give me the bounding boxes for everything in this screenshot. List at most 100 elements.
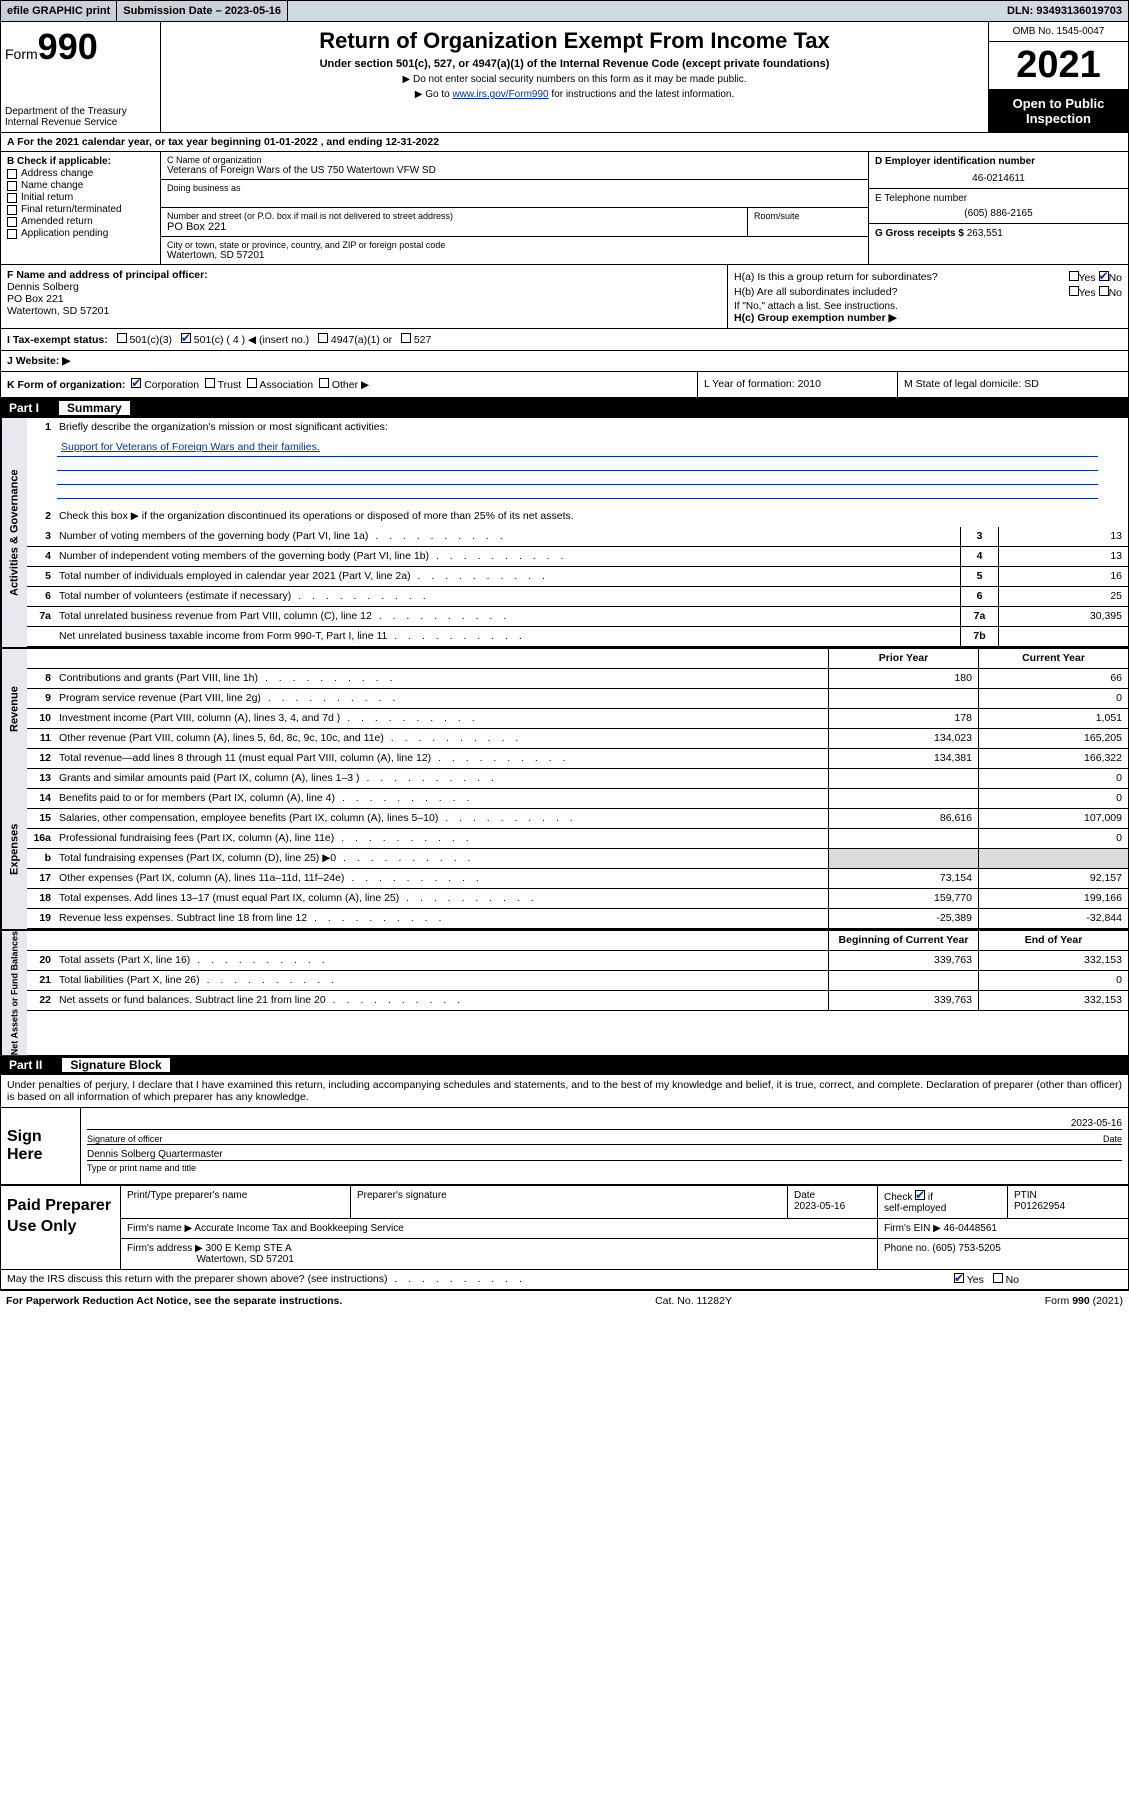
hb-note: If "No," attach a list. See instructions…	[734, 301, 1122, 312]
form-title: Return of Organization Exempt From Incom…	[171, 28, 978, 54]
chk-self-employed[interactable]	[915, 1190, 925, 1200]
room-label: Room/suite	[754, 211, 862, 221]
activities-governance: Activities & Governance 1 Briefly descri…	[1, 418, 1128, 647]
data-row: 19Revenue less expenses. Subtract line 1…	[27, 909, 1128, 929]
chk-app-pending[interactable]	[7, 229, 17, 239]
netassets-section: Net Assets or Fund Balances Beginning of…	[1, 929, 1128, 1055]
gross-label: G Gross receipts $	[875, 228, 964, 239]
street-address: PO Box 221	[167, 221, 741, 233]
topbar: efile GRAPHIC print Submission Date – 20…	[0, 0, 1129, 22]
data-row: 9Program service revenue (Part VIII, lin…	[27, 689, 1128, 709]
summary-row: 5Total number of individuals employed in…	[27, 567, 1128, 587]
chk-527[interactable]	[401, 333, 411, 343]
gross-value: 263,551	[967, 228, 1003, 239]
officer-typed-name: Dennis Solberg Quartermaster	[87, 1149, 223, 1160]
phone-label: E Telephone number	[875, 193, 1122, 204]
irs-link[interactable]: www.irs.gov/Form990	[452, 89, 548, 100]
chk-trust[interactable]	[205, 378, 215, 388]
efile-button[interactable]: efile GRAPHIC print	[1, 1, 117, 21]
chk-discuss-no[interactable]	[993, 1273, 1003, 1283]
side-netassets: Net Assets or Fund Balances	[1, 931, 27, 1055]
chk-final-return[interactable]	[7, 205, 17, 215]
header: Form990 Department of the Treasury Inter…	[1, 22, 1128, 133]
city-state-zip: Watertown, SD 57201	[167, 250, 862, 261]
dba-label: Doing business as	[167, 183, 862, 193]
side-governance: Activities & Governance	[1, 418, 27, 647]
chk-hb-yes[interactable]	[1069, 286, 1079, 296]
col-c: C Name of organization Veterans of Forei…	[161, 152, 868, 264]
data-row: 10Investment income (Part VIII, column (…	[27, 709, 1128, 729]
chk-discuss-yes[interactable]	[954, 1273, 964, 1283]
summary-row: 7aTotal unrelated business revenue from …	[27, 607, 1128, 627]
chk-corp[interactable]	[131, 378, 141, 388]
data-row: 17Other expenses (Part IX, column (A), l…	[27, 869, 1128, 889]
open-inspection: Open to Public Inspection	[989, 90, 1128, 132]
section-f: F Name and address of principal officer:…	[1, 265, 728, 328]
data-row: 13Grants and similar amounts paid (Part …	[27, 769, 1128, 789]
data-row: 12Total revenue—add lines 8 through 11 (…	[27, 749, 1128, 769]
section-l: L Year of formation: 2010	[698, 372, 898, 397]
chk-501c[interactable]	[181, 333, 191, 343]
chk-4947[interactable]	[318, 333, 328, 343]
department: Department of the Treasury Internal Reve…	[5, 106, 156, 128]
discuss-question: May the IRS discuss this return with the…	[1, 1270, 1128, 1290]
data-row: 14Benefits paid to or for members (Part …	[27, 789, 1128, 809]
chk-assoc[interactable]	[247, 378, 257, 388]
summary-row: Net unrelated business taxable income fr…	[27, 627, 1128, 647]
side-expenses: Expenses	[1, 769, 27, 929]
ptin: PTINP01262954	[1008, 1186, 1128, 1218]
chk-ha-yes[interactable]	[1069, 271, 1079, 281]
chk-amended[interactable]	[7, 217, 17, 227]
footer-right: Form 990 (2021)	[1045, 1295, 1123, 1307]
paid-preparer-label: Paid Preparer Use Only	[1, 1186, 121, 1269]
chk-hb-no[interactable]	[1099, 286, 1109, 296]
part2-header: Part II Signature Block	[1, 1055, 1128, 1075]
section-k: K Form of organization: Corporation Trus…	[1, 372, 698, 397]
section-f-h: F Name and address of principal officer:…	[1, 265, 1128, 329]
sig-date: 2023-05-16	[1071, 1118, 1122, 1129]
chk-address-change[interactable]	[7, 169, 17, 179]
chk-ha-no[interactable]	[1099, 271, 1109, 281]
firm-address: Firm's address ▶ 300 E Kemp STE A Watert…	[121, 1239, 878, 1269]
prep-date-hdr: Date2023-05-16	[788, 1186, 878, 1218]
dln: DLN: 93493136019703	[1001, 1, 1128, 21]
addr-label: Number and street (or P.O. box if mail i…	[167, 211, 741, 221]
officer-name: Dennis Solberg	[7, 281, 721, 293]
mission-text[interactable]: Support for Veterans of Foreign Wars and…	[61, 441, 320, 453]
tax-year: 2021	[989, 42, 1128, 90]
city-label: City or town, state or province, country…	[167, 240, 862, 250]
footer-left: For Paperwork Reduction Act Notice, see …	[6, 1295, 342, 1307]
data-row: 8Contributions and grants (Part VIII, li…	[27, 669, 1128, 689]
submission-date: Submission Date – 2023-05-16	[117, 1, 288, 21]
data-row: 21Total liabilities (Part X, line 26)0	[27, 971, 1128, 991]
firm-phone: Phone no. (605) 753-5205	[878, 1239, 1128, 1269]
sig-date-caption: Date	[1103, 1134, 1122, 1144]
data-row: 18Total expenses. Add lines 13–17 (must …	[27, 889, 1128, 909]
revenue-section: Revenue Prior Year Current Year 8Contrib…	[1, 647, 1128, 769]
officer-addr2: Watertown, SD 57201	[7, 305, 721, 317]
summary-row: 6Total number of volunteers (estimate if…	[27, 587, 1128, 607]
sign-here-label: Sign Here	[1, 1108, 81, 1184]
data-row: 22Net assets or fund balances. Subtract …	[27, 991, 1128, 1011]
chk-name-change[interactable]	[7, 181, 17, 191]
form-subtitle: Under section 501(c), 527, or 4947(a)(1)…	[171, 58, 978, 70]
summary-row: 3Number of voting members of the governi…	[27, 527, 1128, 547]
form-container: Form990 Department of the Treasury Inter…	[0, 22, 1129, 1291]
paid-preparer-block: Paid Preparer Use Only Print/Type prepar…	[1, 1186, 1128, 1270]
summary-row: 4Number of independent voting members of…	[27, 547, 1128, 567]
signature-intro: Under penalties of perjury, I declare th…	[1, 1075, 1128, 1108]
form-number: Form990	[5, 26, 156, 68]
section-k-l-m: K Form of organization: Corporation Trus…	[1, 372, 1128, 398]
sig-officer-caption: Signature of officer	[87, 1134, 162, 1144]
section-m: M State of legal domicile: SD	[898, 372, 1128, 397]
instruction-1: ▶ Do not enter social security numbers o…	[171, 74, 978, 85]
chk-other[interactable]	[319, 378, 329, 388]
data-row: 11Other revenue (Part VIII, column (A), …	[27, 729, 1128, 749]
row-a-period: A For the 2021 calendar year, or tax yea…	[1, 133, 1128, 152]
prep-sig-hdr: Preparer's signature	[351, 1186, 788, 1218]
chk-501c3[interactable]	[117, 333, 127, 343]
chk-initial-return[interactable]	[7, 193, 17, 203]
ein-value: 46-0214611	[875, 167, 1122, 184]
ein-label: D Employer identification number	[875, 156, 1122, 167]
firm-name: Firm's name ▶ Accurate Income Tax and Bo…	[121, 1219, 878, 1238]
